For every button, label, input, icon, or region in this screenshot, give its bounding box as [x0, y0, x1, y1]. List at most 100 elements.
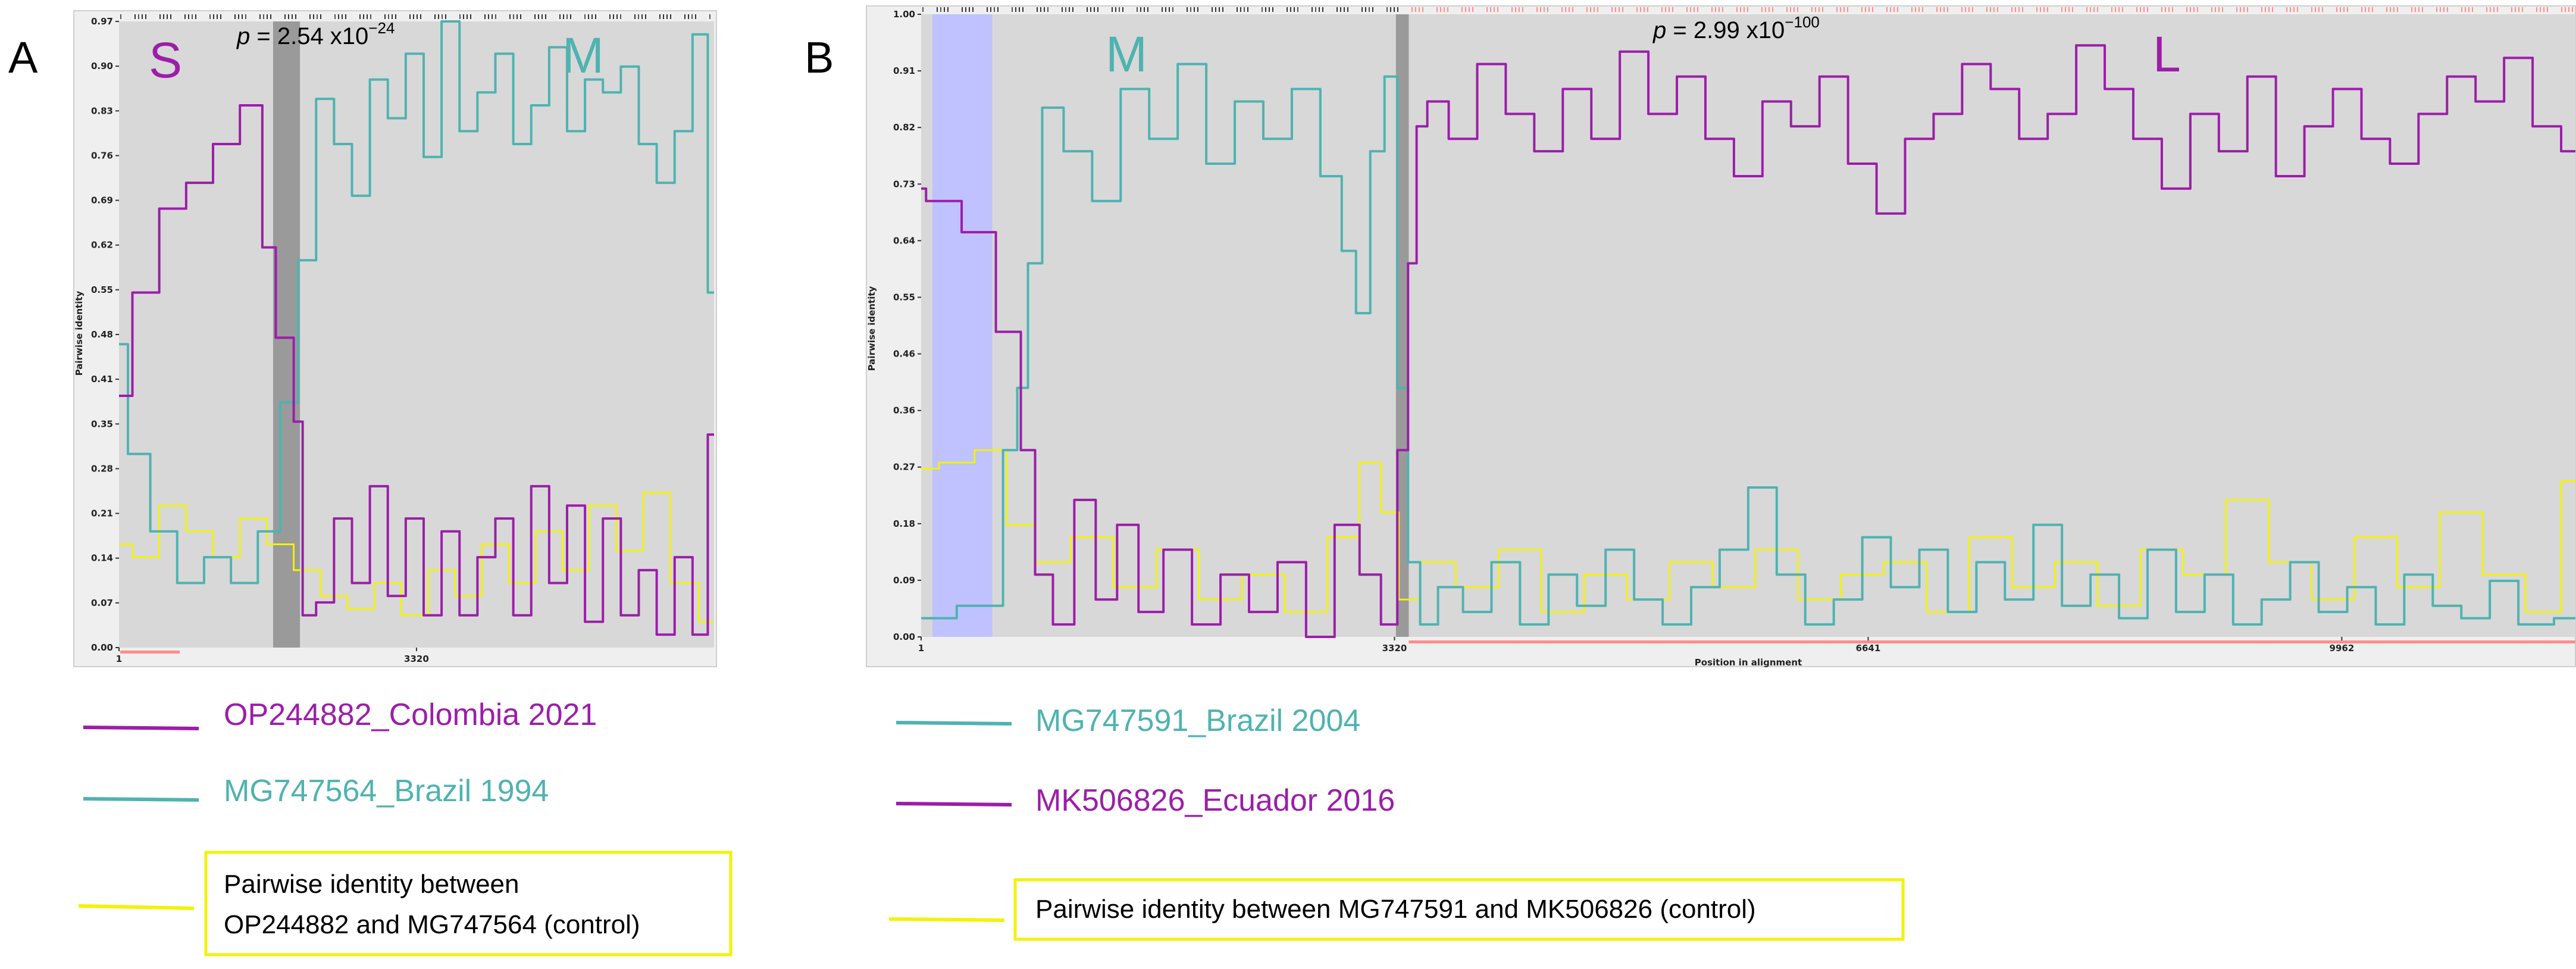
panel-a-pink-strip: [120, 651, 180, 654]
y-tick-label: 0.64: [893, 235, 915, 246]
variability-tick: [2197, 7, 2198, 12]
variability-tick: [1893, 7, 1895, 12]
variability-tick: [1772, 7, 1773, 12]
variability-tick: [645, 14, 646, 19]
variability-tick: [1747, 7, 1748, 12]
variability-tick: [1269, 7, 1270, 12]
variability-tick: [488, 14, 489, 19]
variability-tick: [2397, 7, 2398, 12]
variability-tick: [990, 7, 991, 12]
variability-tick: [1786, 7, 1788, 12]
variability-tick: [1240, 7, 1241, 12]
variability-tick: [520, 14, 521, 19]
legend-b-swatch-teal: [896, 721, 1012, 726]
variability-tick: [1711, 7, 1713, 12]
variability-tick: [442, 14, 443, 19]
variability-tick: [595, 14, 596, 19]
variability-tick: [1936, 7, 1938, 12]
variability-tick: [2522, 7, 2523, 12]
variability-tick: [566, 14, 568, 19]
variability-tick: [2440, 7, 2441, 12]
variability-tick: [2293, 7, 2295, 12]
variability-tick: [2018, 7, 2020, 12]
variability-tick: [309, 14, 311, 19]
variability-tick: [1247, 7, 1248, 12]
series-line-teal: [119, 20, 714, 584]
variability-tick: [1436, 7, 1438, 12]
variability-tick: [994, 7, 995, 12]
panel-b-breakpoint-region: [1395, 14, 1409, 637]
variability-tick: [467, 14, 468, 19]
variability-tick: [1547, 7, 1548, 12]
variability-tick: [1147, 7, 1148, 12]
variability-tick: [2215, 7, 2216, 12]
variability-tick: [1315, 7, 1316, 12]
panel-b-xlabel: Position in alignment: [1695, 657, 1802, 668]
variability-tick: [1012, 7, 1013, 12]
variability-tick: [1294, 7, 1295, 12]
variability-tick: [1569, 7, 1570, 12]
variability-tick: [1965, 7, 1966, 12]
variability-tick: [2436, 7, 2437, 12]
panel-b-region-l: L: [2153, 26, 2181, 82]
variability-tick: [2118, 7, 2120, 12]
variability-tick: [1990, 7, 1991, 12]
variability-tick: [1922, 7, 1923, 12]
variability-tick: [1444, 7, 1445, 12]
variability-tick: [163, 14, 164, 19]
variability-tick: [1187, 7, 1188, 12]
variability-tick: [2465, 7, 2466, 12]
variability-tick: [1340, 7, 1341, 12]
variability-tick: [962, 7, 963, 12]
variability-tick: [2268, 7, 2270, 12]
variability-tick: [1397, 7, 1398, 12]
variability-tick: [2393, 7, 2395, 12]
variability-tick: [2161, 7, 2162, 12]
x-tick-label: 3320: [1382, 643, 1407, 654]
variability-tick: [342, 14, 343, 19]
variability-tick: [1697, 7, 1698, 12]
y-tick-label: 0.28: [91, 463, 113, 474]
variability-tick: [684, 14, 686, 19]
variability-tick: [1122, 7, 1123, 12]
panel-a-variability-strip: [120, 14, 710, 19]
y-tick-label: 0.09: [893, 575, 915, 586]
variability-tick: [1661, 7, 1663, 12]
variability-tick: [192, 14, 193, 19]
variability-tick: [2422, 7, 2423, 12]
y-tick-label: 0.55: [893, 292, 915, 302]
variability-tick: [1740, 7, 1741, 12]
legend-a-swatch-yellow: [78, 904, 195, 910]
variability-tick: [188, 14, 189, 19]
variability-tick: [2036, 7, 2037, 12]
variability-tick: [1822, 7, 1823, 12]
variability-tick: [659, 14, 661, 19]
variability-tick: [1212, 7, 1213, 12]
variability-tick: [1818, 7, 1820, 12]
legend-b-swatch-magenta: [896, 802, 1012, 807]
y-tick-label: 0.97: [91, 16, 113, 27]
variability-tick: [292, 14, 293, 19]
variability-tick: [288, 14, 289, 19]
variability-tick: [1072, 7, 1073, 12]
variability-tick: [944, 7, 945, 12]
variability-tick: [1415, 7, 1416, 12]
variability-tick: [134, 14, 136, 19]
variability-tick: [1390, 7, 1391, 12]
y-tick-label: 0.76: [91, 150, 113, 161]
variability-tick: [588, 14, 589, 19]
variability-tick: [1322, 7, 1323, 12]
variability-tick: [2447, 7, 2448, 12]
variability-tick: [284, 14, 286, 19]
variability-tick: [2318, 7, 2320, 12]
variability-tick: [2222, 7, 2223, 12]
variability-tick: [609, 14, 611, 19]
variability-tick: [987, 7, 988, 12]
variability-tick: [1019, 7, 1020, 12]
variability-tick: [1015, 7, 1016, 12]
variability-tick: [1694, 7, 1695, 12]
variability-tick: [1097, 7, 1098, 12]
variability-tick: [922, 7, 924, 12]
legend-b-series2: MK506826_Ecuador 2016: [1035, 783, 1395, 818]
variability-tick: [345, 14, 346, 19]
